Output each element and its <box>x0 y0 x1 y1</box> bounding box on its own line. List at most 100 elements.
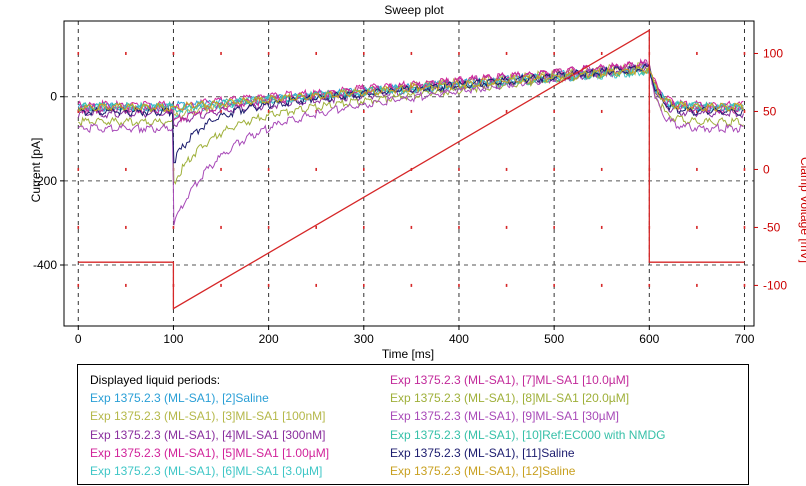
y-right-tick-label: -100 <box>763 278 787 292</box>
legend-title: Displayed liquid periods: <box>90 371 329 389</box>
y-right-tick-label: 0 <box>763 162 770 176</box>
grid-dot <box>506 284 508 287</box>
legend-entry: Exp 1375.2.3 (ML-SA1), [6]ML-SA1 [3.0µM] <box>90 462 329 480</box>
grid-dot <box>506 168 508 171</box>
grid-dot <box>601 52 603 55</box>
grid-dot <box>601 110 603 113</box>
grid-dot <box>315 226 317 229</box>
legend-entry: Exp 1375.2.3 (ML-SA1), [11]Saline <box>390 444 665 462</box>
grid-dot <box>77 284 79 287</box>
grid-dot <box>268 168 270 171</box>
y-right-tick-label: 100 <box>763 46 783 60</box>
grid-dot <box>553 284 555 287</box>
grid-dot <box>601 168 603 171</box>
x-tick-label: 100 <box>163 332 183 346</box>
grid-dot <box>77 168 79 171</box>
legend-column-right: Exp 1375.2.3 (ML-SA1), [7]ML-SA1 [10.0µM… <box>390 371 665 480</box>
grid-dot <box>125 52 127 55</box>
current-traces <box>78 60 743 226</box>
grid-dot <box>696 226 698 229</box>
grid-dot <box>125 284 127 287</box>
grid-dot <box>696 168 698 171</box>
y-right-tick-label: 50 <box>763 104 777 118</box>
x-tick-label: 700 <box>734 332 754 346</box>
grid-dot <box>411 52 413 55</box>
grid-dot <box>268 226 270 229</box>
grid-dot <box>458 284 460 287</box>
grid-dot <box>744 168 746 171</box>
grid-dot <box>458 226 460 229</box>
grid-dot <box>458 52 460 55</box>
grid-dot <box>696 284 698 287</box>
x-tick-label: 200 <box>259 332 279 346</box>
grid-dot <box>411 284 413 287</box>
grid-dot <box>220 284 222 287</box>
legend-entry: Exp 1375.2.3 (ML-SA1), [8]ML-SA1 [20.0µM… <box>390 389 665 407</box>
legend-entry: Exp 1375.2.3 (ML-SA1), [2]Saline <box>90 389 329 407</box>
legend-column-left: Displayed liquid periods: Exp 1375.2.3 (… <box>90 371 329 480</box>
grid-dot <box>77 226 79 229</box>
plot-frame <box>64 21 754 326</box>
y-left-tick-label: -400 <box>33 258 57 272</box>
y-left-tick-label: 0 <box>50 90 57 104</box>
grid-dot <box>220 226 222 229</box>
grid-dot <box>744 226 746 229</box>
grid-dot <box>125 226 127 229</box>
grid-dot <box>744 284 746 287</box>
grid-dot <box>553 168 555 171</box>
grid-dot <box>363 284 365 287</box>
legend-entry: Exp 1375.2.3 (ML-SA1), [10]Ref:EC000 wit… <box>390 426 665 444</box>
grid-dot <box>458 110 460 113</box>
sweep-plot: Sweep plot 0 100 200 300 400 500 600 700 -400-2… <box>0 0 806 362</box>
grid-dot <box>506 52 508 55</box>
x-axis-label: Time [ms] <box>382 347 434 361</box>
grid-dot <box>649 284 651 287</box>
grid-dot <box>173 52 175 55</box>
grid-dot <box>553 52 555 55</box>
x-tick-label: 300 <box>354 332 374 346</box>
grid-dot <box>411 110 413 113</box>
grid-dot <box>553 226 555 229</box>
x-tick-label: 500 <box>544 332 564 346</box>
x-tick-label: 600 <box>639 332 659 346</box>
legend-entry: Exp 1375.2.3 (ML-SA1), [4]ML-SA1 [300nM] <box>90 426 329 444</box>
grid-dot <box>315 168 317 171</box>
current-trace <box>78 64 743 163</box>
y-right-axis-ticks: -100 -50 0 50 100 <box>754 46 787 292</box>
grid-dot <box>125 168 127 171</box>
legend-entry: Exp 1375.2.3 (ML-SA1), [12]Saline <box>390 462 665 480</box>
legend-entry: Exp 1375.2.3 (ML-SA1), [9]ML-SA1 [30µM] <box>390 407 665 425</box>
grid-dot <box>506 110 508 113</box>
grid-dot <box>696 52 698 55</box>
grid-dot <box>173 226 175 229</box>
grid-dot <box>220 52 222 55</box>
grid-dot <box>315 284 317 287</box>
grid-dot <box>553 110 555 113</box>
grid-dot <box>744 110 746 113</box>
grid-dot <box>363 226 365 229</box>
grid-dot <box>220 168 222 171</box>
x-tick-label: 0 <box>75 332 82 346</box>
legend: Displayed liquid periods: Exp 1375.2.3 (… <box>77 364 749 485</box>
grid-dot <box>363 110 365 113</box>
grid-dot <box>363 52 365 55</box>
grid-lines <box>64 21 754 326</box>
legend-entry: Exp 1375.2.3 (ML-SA1), [5]ML-SA1 [1.00µM… <box>90 444 329 462</box>
x-axis-ticks: 0 100 200 300 400 500 600 700 <box>75 326 755 346</box>
y-right-axis-label: Clamp Voltage [mV] <box>798 157 806 263</box>
y-right-tick-label: -50 <box>763 220 781 234</box>
grid-dot <box>315 52 317 55</box>
x-tick-label: 400 <box>449 332 469 346</box>
grid-dot <box>363 168 365 171</box>
grid-dot <box>411 226 413 229</box>
grid-dot <box>601 226 603 229</box>
grid-dot <box>268 52 270 55</box>
legend-entry: Exp 1375.2.3 (ML-SA1), [7]ML-SA1 [10.0µM… <box>390 371 665 389</box>
grid-dot <box>506 226 508 229</box>
legend-entry: Exp 1375.2.3 (ML-SA1), [3]ML-SA1 [100nM] <box>90 407 329 425</box>
grid-dot <box>268 284 270 287</box>
grid-dot <box>77 52 79 55</box>
grid-dot <box>458 168 460 171</box>
grid-dot <box>744 52 746 55</box>
grid-dot <box>601 284 603 287</box>
